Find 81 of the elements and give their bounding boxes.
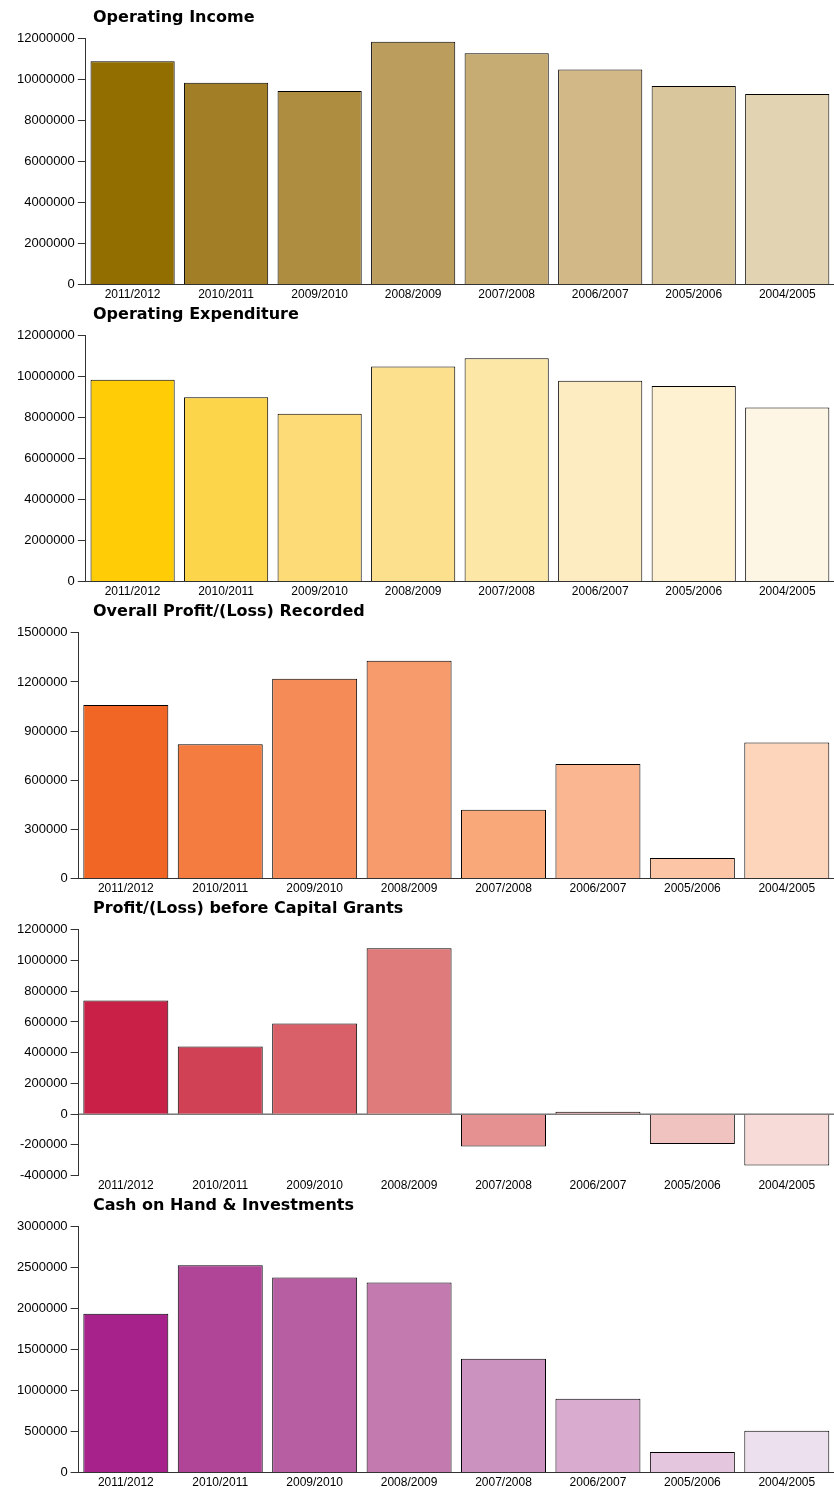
y-tick-label: 900000 (24, 722, 68, 738)
x-tick-label: 2010/2011 (192, 881, 249, 896)
y-tick-label: 2000000 (24, 532, 75, 548)
x-tick-label: 2004/2005 (758, 287, 816, 302)
y-tick-label: 2000000 (16, 1300, 68, 1316)
x-tick-label: 2011/2012 (104, 287, 161, 302)
x-tick-label: 2005/2006 (664, 1178, 722, 1193)
x-tick-label: 2010/2011 (192, 1475, 249, 1490)
x-tick-label: 2008/2009 (380, 1475, 438, 1490)
y-tick-label: 12000000 (17, 30, 75, 46)
x-tick-label: 2006/2007 (569, 881, 627, 896)
y-tick-label: 500000 (24, 1423, 68, 1439)
y-tick-label: 1200000 (16, 921, 68, 937)
y-tick-label: 3000000 (16, 1218, 68, 1234)
y-tick-label: 8000000 (24, 112, 75, 128)
x-tick-label: 2007/2008 (478, 584, 536, 599)
y-tick-label: 6000000 (24, 153, 75, 169)
y-tick-label: 6000000 (24, 450, 75, 466)
x-tick-label: 2005/2006 (664, 881, 722, 896)
x-tick-label: 2011/2012 (97, 1475, 155, 1490)
y-tick-label: 1500000 (16, 1341, 68, 1357)
y-tick-label: 0 (67, 276, 75, 292)
x-tick-label: 2007/2008 (475, 1475, 533, 1490)
y-tick-label: 300000 (24, 821, 68, 837)
x-tick-label: 2009/2010 (291, 584, 349, 599)
y-tick-label: 1200000 (16, 673, 68, 689)
x-tick-label: 2008/2009 (384, 287, 442, 302)
y-tick-label: 8000000 (24, 409, 75, 425)
y-tick-label: 0 (67, 573, 75, 589)
x-tick-label: 2009/2010 (286, 1475, 344, 1490)
x-tick-label: 2005/2006 (665, 584, 723, 599)
y-tick-label: 400000 (24, 1044, 68, 1060)
x-tick-label: 2006/2007 (571, 287, 629, 302)
y-tick-label: 0 (60, 870, 68, 886)
x-tick-label: 2007/2008 (478, 287, 536, 302)
chart-title: Operating Expenditure (92, 303, 300, 325)
x-tick-label: 2007/2008 (475, 881, 533, 896)
x-tick-label: 2010/2011 (198, 584, 255, 599)
y-tick-label: 1000000 (16, 952, 68, 968)
y-tick-label: 600000 (24, 1013, 68, 1029)
x-tick-label: 2008/2009 (380, 1178, 438, 1193)
y-tick-label: 0 (60, 1105, 68, 1121)
x-tick-label: 2004/2005 (758, 1475, 816, 1490)
x-tick-label: 2004/2005 (758, 881, 816, 896)
y-tick-label: 200000 (24, 1075, 68, 1090)
x-tick-label: 2011/2012 (104, 584, 161, 599)
y-tick-label: 2000000 (24, 235, 75, 251)
x-tick-label: 2011/2012 (97, 881, 155, 896)
x-tick-label: 2008/2009 (384, 584, 442, 599)
y-tick-label: -200000 (19, 1136, 68, 1152)
y-tick-label: 4000000 (24, 491, 75, 507)
x-tick-label: 2007/2008 (475, 1178, 533, 1193)
y-tick-label: 1000000 (16, 1382, 68, 1398)
y-tick-label: 10000000 (17, 368, 75, 384)
x-tick-label: 2004/2005 (758, 584, 816, 599)
x-tick-label: 2009/2010 (291, 287, 349, 302)
x-tick-label: 2004/2005 (758, 1178, 816, 1193)
x-tick-label: 2005/2006 (664, 1475, 722, 1490)
y-tick-label: 12000000 (17, 327, 75, 343)
chart-title: Operating Income (92, 6, 256, 28)
y-tick-label: 600000 (24, 771, 68, 787)
y-tick-label: 800000 (24, 982, 68, 998)
x-tick-label: 2006/2007 (569, 1475, 627, 1490)
x-tick-label: 2006/2007 (571, 584, 629, 599)
x-tick-label: 2008/2009 (380, 881, 438, 896)
x-tick-label: 2009/2010 (286, 1178, 344, 1193)
x-tick-label: 2006/2007 (569, 1178, 627, 1193)
x-tick-label: 2005/2006 (665, 287, 723, 302)
chart-title: Overall Profit/(Loss) Recorded (92, 600, 366, 622)
x-tick-label: 2010/2011 (192, 1178, 249, 1193)
chart-title: Profit/(Loss) before Capital Grants (92, 897, 405, 919)
y-tick-label: 2500000 (16, 1259, 68, 1275)
y-tick-label: 0 (60, 1464, 68, 1480)
chart-title: Cash on Hand & Investments (92, 1194, 355, 1216)
x-tick-label: 2011/2012 (97, 1178, 155, 1193)
y-tick-label: -400000 (19, 1167, 68, 1183)
x-tick-label: 2009/2010 (286, 881, 344, 896)
y-tick-label: 4000000 (24, 194, 75, 210)
x-tick-label: 2010/2011 (198, 287, 255, 302)
y-tick-label: 10000000 (17, 71, 75, 87)
y-tick-label: 1500000 (16, 624, 68, 640)
